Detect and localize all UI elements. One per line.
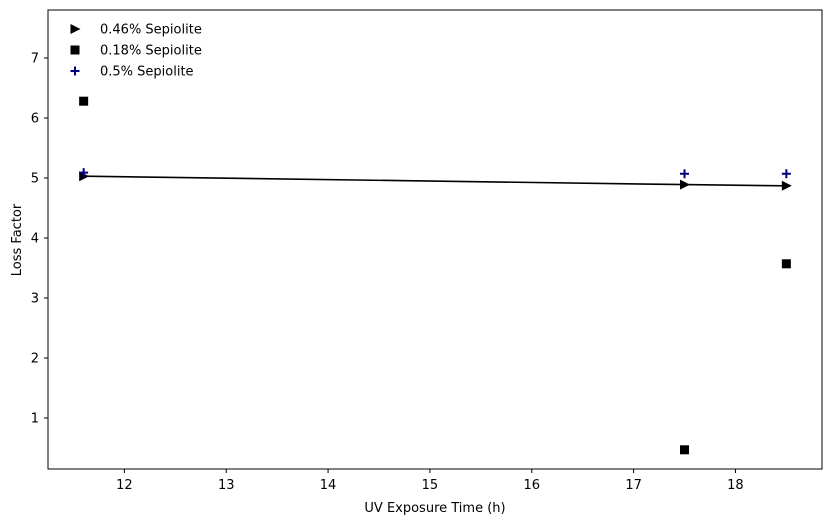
x-tick-label: 13 bbox=[218, 478, 235, 493]
x-axis-label: UV Exposure Time (h) bbox=[364, 501, 505, 516]
data-point bbox=[781, 259, 791, 269]
x-tick-label: 18 bbox=[727, 478, 744, 493]
legend-item: 0.46% Sepiolite bbox=[70, 23, 202, 38]
plot-area bbox=[47, 9, 823, 470]
y-tick-label: 1 bbox=[31, 412, 39, 427]
legend-item: 0.18% Sepiolite bbox=[70, 44, 202, 59]
legend-item: 0.5% Sepiolite bbox=[70, 65, 194, 80]
legend-marker bbox=[70, 24, 81, 34]
y-tick-label: 5 bbox=[31, 172, 39, 187]
series-layer bbox=[79, 96, 792, 455]
y-axis-label: Loss Factor bbox=[10, 203, 25, 276]
legend-label: 0.46% Sepiolite bbox=[100, 23, 202, 38]
x-tick-label: 12 bbox=[116, 478, 133, 493]
y-tick-label: 6 bbox=[31, 112, 39, 127]
series-2 bbox=[79, 168, 791, 179]
data-point bbox=[781, 169, 791, 179]
legend-label: 0.18% Sepiolite bbox=[100, 44, 202, 59]
data-point bbox=[680, 445, 690, 455]
data-point bbox=[781, 180, 792, 191]
x-tick-label: 16 bbox=[523, 478, 540, 493]
data-point bbox=[680, 179, 691, 190]
y-tick-label: 4 bbox=[31, 232, 39, 247]
data-point bbox=[79, 96, 89, 106]
x-tick-label: 17 bbox=[625, 478, 642, 493]
x-tick-label: 15 bbox=[422, 478, 439, 493]
x-tick-label: 14 bbox=[320, 478, 337, 493]
y-tick-label: 3 bbox=[31, 292, 39, 307]
series-1 bbox=[79, 96, 791, 455]
y-tick-label: 7 bbox=[31, 52, 39, 67]
legend-marker bbox=[70, 45, 80, 55]
legend: 0.46% Sepiolite 0.18% Sepiolite 0.5% Sepio… bbox=[70, 23, 202, 80]
data-point bbox=[79, 168, 89, 178]
legend-label: 0.5% Sepiolite bbox=[100, 65, 194, 80]
y-tick-label: 2 bbox=[31, 352, 39, 367]
y-axis: 1 2 3 4 5 6 7 bbox=[31, 52, 48, 427]
x-axis: 12 13 14 15 16 17 18 bbox=[116, 469, 744, 493]
legend-marker bbox=[70, 66, 80, 76]
data-point bbox=[680, 169, 690, 179]
